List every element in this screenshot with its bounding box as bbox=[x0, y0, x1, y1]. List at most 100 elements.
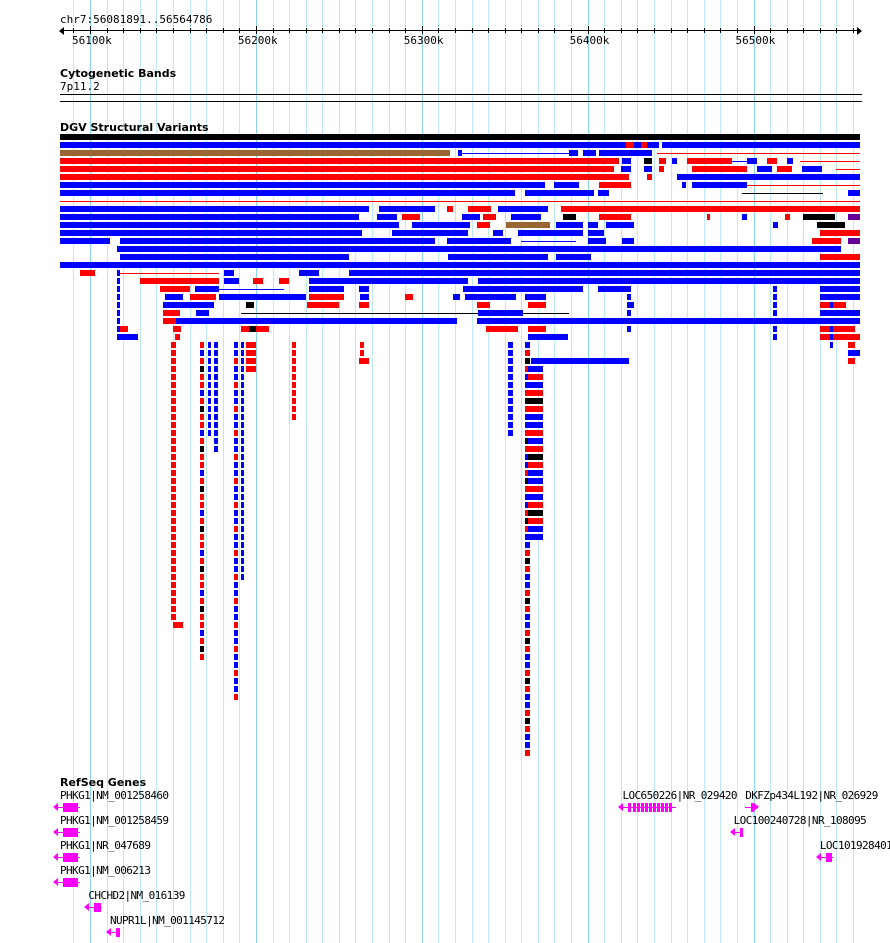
structural-variant[interactable] bbox=[672, 158, 678, 164]
structural-variant[interactable] bbox=[171, 446, 177, 452]
structural-variant[interactable] bbox=[245, 366, 256, 372]
structural-variant[interactable] bbox=[308, 278, 469, 284]
structural-variant[interactable] bbox=[240, 550, 245, 556]
structural-variant[interactable] bbox=[658, 166, 664, 172]
structural-variant[interactable] bbox=[524, 630, 530, 636]
structural-variant[interactable] bbox=[240, 398, 245, 404]
structural-variant[interactable] bbox=[234, 382, 238, 388]
structural-variant[interactable] bbox=[524, 590, 530, 596]
structural-variant[interactable] bbox=[524, 358, 530, 364]
structural-variant[interactable] bbox=[292, 390, 296, 396]
gene-label[interactable]: DKFZp434L192|NR_026929 bbox=[745, 789, 878, 802]
structural-variant[interactable] bbox=[448, 254, 548, 260]
structural-variant[interactable] bbox=[848, 238, 860, 244]
structural-variant[interactable] bbox=[234, 366, 238, 372]
structural-variant[interactable] bbox=[819, 230, 860, 236]
structural-variant[interactable] bbox=[848, 190, 860, 196]
structural-variant[interactable] bbox=[524, 398, 530, 404]
structural-variant[interactable] bbox=[524, 638, 530, 644]
structural-variant[interactable] bbox=[773, 334, 777, 340]
structural-variant[interactable] bbox=[527, 510, 543, 516]
structural-variant[interactable] bbox=[234, 406, 238, 412]
gene-label[interactable]: PHKG1|NM_006213 bbox=[60, 864, 151, 877]
structural-variant[interactable] bbox=[634, 142, 641, 148]
structural-variant[interactable] bbox=[240, 430, 245, 436]
structural-variant[interactable] bbox=[524, 390, 530, 396]
structural-variant[interactable] bbox=[240, 558, 245, 564]
structural-variant[interactable] bbox=[848, 358, 855, 364]
structural-variant[interactable] bbox=[446, 238, 512, 244]
structural-variant[interactable] bbox=[199, 606, 205, 612]
gene-glyph[interactable] bbox=[815, 853, 834, 862]
structural-variant[interactable] bbox=[524, 718, 530, 724]
structural-variant[interactable] bbox=[647, 142, 659, 148]
gene-glyph[interactable] bbox=[84, 903, 102, 912]
structural-variant[interactable] bbox=[171, 510, 177, 516]
structural-variant[interactable] bbox=[524, 190, 595, 196]
structural-variant[interactable] bbox=[508, 414, 513, 420]
structural-variant[interactable] bbox=[627, 270, 631, 276]
structural-variant[interactable] bbox=[506, 222, 550, 228]
structural-variant[interactable] bbox=[527, 366, 543, 372]
structural-variant[interactable] bbox=[240, 502, 245, 508]
structural-variant[interactable] bbox=[292, 342, 296, 348]
structural-variant[interactable] bbox=[524, 366, 530, 372]
structural-variant[interactable] bbox=[245, 302, 255, 308]
structural-variant[interactable] bbox=[524, 462, 530, 468]
structural-variant[interactable] bbox=[556, 254, 591, 260]
structural-variant[interactable] bbox=[811, 238, 842, 244]
gene-label[interactable]: PHKG1|NR_047689 bbox=[60, 839, 151, 852]
structural-variant[interactable] bbox=[848, 350, 860, 356]
structural-variant[interactable] bbox=[171, 422, 177, 428]
structural-variant[interactable] bbox=[786, 158, 794, 164]
structural-variant[interactable] bbox=[803, 214, 835, 220]
structural-variant[interactable] bbox=[171, 542, 177, 548]
structural-variant[interactable] bbox=[164, 294, 183, 300]
structural-variant[interactable] bbox=[234, 342, 238, 348]
structural-variant[interactable] bbox=[524, 702, 530, 708]
structural-variant[interactable] bbox=[358, 286, 369, 292]
structural-variant[interactable] bbox=[524, 350, 530, 356]
structural-variant[interactable] bbox=[224, 270, 235, 276]
structural-variant[interactable] bbox=[829, 310, 834, 316]
structural-variant[interactable] bbox=[240, 446, 245, 452]
structural-variant[interactable] bbox=[468, 206, 492, 212]
structural-variant[interactable] bbox=[171, 470, 177, 476]
structural-variant[interactable] bbox=[199, 526, 205, 532]
structural-variant[interactable] bbox=[524, 550, 530, 556]
structural-variant[interactable] bbox=[692, 166, 747, 172]
structural-variant[interactable] bbox=[234, 390, 238, 396]
structural-variant[interactable] bbox=[627, 294, 631, 300]
structural-variant[interactable] bbox=[508, 390, 513, 396]
structural-variant[interactable] bbox=[524, 534, 530, 540]
structural-variant[interactable] bbox=[741, 214, 747, 220]
structural-variant[interactable] bbox=[524, 574, 530, 580]
structural-variant[interactable] bbox=[378, 206, 436, 212]
structural-variant[interactable] bbox=[139, 278, 220, 284]
gene-glyph[interactable] bbox=[105, 928, 120, 937]
structural-variant[interactable] bbox=[524, 566, 530, 572]
structural-variant[interactable] bbox=[214, 382, 218, 388]
structural-variant[interactable] bbox=[527, 406, 543, 412]
structural-variant[interactable] bbox=[308, 286, 344, 292]
gene-glyph[interactable] bbox=[52, 803, 81, 812]
structural-variant[interactable] bbox=[773, 222, 779, 228]
structural-variant[interactable] bbox=[405, 294, 414, 300]
structural-variant[interactable] bbox=[401, 214, 421, 220]
structural-variant[interactable] bbox=[360, 350, 364, 356]
structural-variant[interactable] bbox=[60, 166, 615, 172]
structural-variant[interactable] bbox=[524, 470, 530, 476]
structural-variant[interactable] bbox=[292, 374, 296, 380]
structural-variant[interactable] bbox=[159, 286, 190, 292]
structural-variant[interactable] bbox=[234, 606, 238, 612]
structural-variant[interactable] bbox=[171, 406, 177, 412]
structural-variant[interactable] bbox=[119, 238, 436, 244]
structural-variant[interactable] bbox=[207, 382, 212, 388]
structural-variant[interactable] bbox=[199, 342, 205, 348]
structural-variant[interactable] bbox=[561, 206, 860, 212]
structural-variant[interactable] bbox=[60, 214, 117, 220]
structural-variant[interactable] bbox=[773, 286, 777, 292]
structural-variant[interactable] bbox=[478, 278, 860, 284]
structural-variant[interactable] bbox=[60, 238, 110, 244]
structural-variant[interactable] bbox=[116, 294, 120, 300]
